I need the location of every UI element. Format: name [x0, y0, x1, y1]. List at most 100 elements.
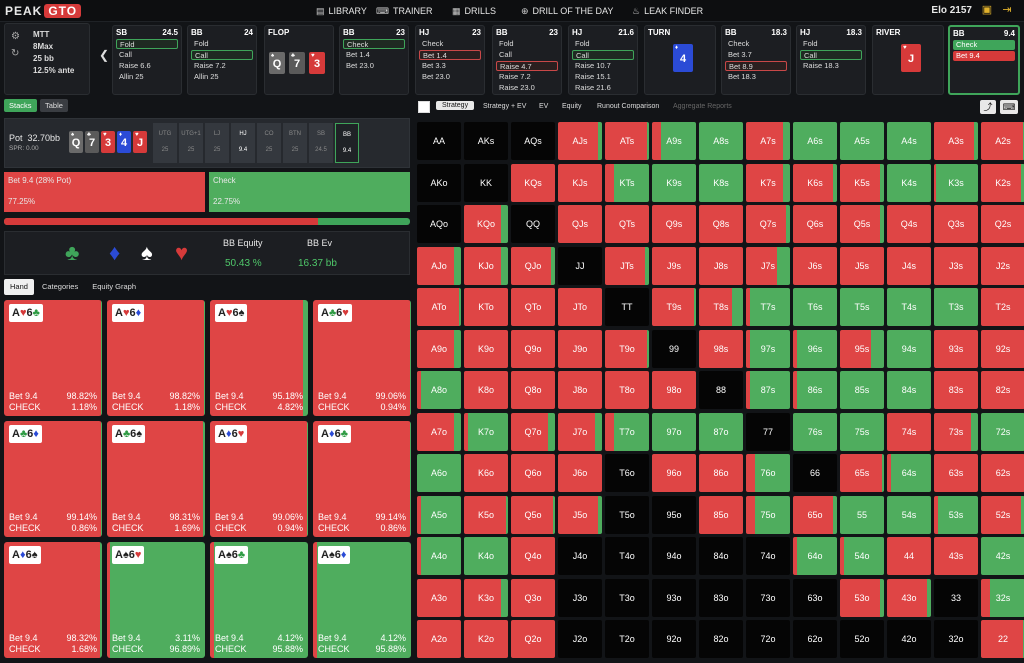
range-cell[interactable]: K2o	[464, 620, 508, 658]
range-cell[interactable]: 76o	[746, 454, 790, 492]
share-icon[interactable]: ⤴	[980, 100, 996, 114]
range-cell[interactable]: T6o	[605, 454, 649, 492]
range-cell[interactable]: J8s	[699, 246, 743, 285]
action-option[interactable]: Raise 4.7	[496, 61, 558, 71]
range-cell[interactable]: 93s	[934, 329, 978, 368]
range-cell[interactable]: J7o	[558, 412, 602, 451]
action-option[interactable]: Check	[343, 39, 405, 49]
range-cell[interactable]: 72s	[981, 412, 1024, 451]
range-cell[interactable]: A9s	[652, 122, 696, 160]
range-cell[interactable]: K3o	[464, 578, 508, 617]
range-cell[interactable]: KQs	[511, 163, 555, 202]
range-cell[interactable]: Q9o	[511, 329, 555, 368]
range-cell[interactable]: Q6s	[793, 205, 837, 243]
range-cell[interactable]: 63o	[793, 578, 837, 617]
range-cell[interactable]: 43s	[934, 537, 978, 575]
range-cell[interactable]: Q6o	[511, 454, 555, 492]
range-cell[interactable]: QJo	[511, 246, 555, 285]
action-option[interactable]: Bet 9.4	[953, 51, 1015, 61]
range-cell[interactable]: T4s	[887, 288, 931, 326]
range-cell[interactable]: QTs	[605, 205, 649, 243]
range-cell[interactable]: TT	[605, 288, 649, 326]
hand-tile[interactable]: A♥6♦ Bet 9.4 98.82% CHECK 1.18%	[107, 300, 205, 416]
range-cell[interactable]: 92s	[981, 329, 1024, 368]
range-cell[interactable]: 62o	[793, 620, 837, 658]
range-cell[interactable]: K4s	[887, 163, 931, 202]
range-cell[interactable]: J8o	[558, 371, 602, 409]
range-cell[interactable]: K3s	[934, 163, 978, 202]
range-cell[interactable]: KJs	[558, 163, 602, 202]
action-option[interactable]: Bet 8.9	[725, 61, 787, 71]
range-cell[interactable]: K6s	[793, 163, 837, 202]
range-tab[interactable]: Strategy + EV	[483, 103, 527, 110]
range-cell[interactable]: A8s	[699, 122, 743, 160]
range-cell[interactable]: 73s	[934, 412, 978, 451]
range-cell[interactable]: K5s	[840, 163, 884, 202]
action-option[interactable]: Bet 23.0	[346, 61, 374, 70]
action-option[interactable]: Call	[572, 50, 634, 60]
range-cell[interactable]: Q3s	[934, 205, 978, 243]
range-cell[interactable]: Q3o	[511, 578, 555, 617]
action-option[interactable]: Fold	[194, 39, 209, 48]
range-cell[interactable]: 85o	[699, 495, 743, 534]
range-cell[interactable]: J3o	[558, 578, 602, 617]
range-cell[interactable]: Q5s	[840, 205, 884, 243]
range-tab[interactable]: Equity	[562, 103, 582, 110]
peakgto-logo[interactable]: PEAK GTO	[5, 2, 82, 19]
range-cell[interactable]: 65o	[793, 495, 837, 534]
hand-tile[interactable]: A♣6♠ Bet 9.4 98.31% CHECK 1.69%	[107, 421, 205, 537]
range-tab[interactable]: EV	[539, 103, 549, 110]
action-option[interactable]: Raise 15.1	[575, 72, 611, 81]
nav-drills[interactable]: ▦ DRILLS	[452, 0, 496, 22]
range-cell[interactable]: QJs	[558, 205, 602, 243]
range-cell[interactable]: JTs	[605, 246, 649, 285]
range-cell[interactable]: 82s	[981, 371, 1024, 409]
range-cell[interactable]: J5o	[558, 495, 602, 534]
range-cell[interactable]: 87o	[699, 412, 743, 451]
range-cell[interactable]: A6o	[417, 454, 461, 492]
range-cell[interactable]: J4s	[887, 246, 931, 285]
range-cell[interactable]: 94s	[887, 329, 931, 368]
range-cell[interactable]: 83s	[934, 371, 978, 409]
club-filter-icon[interactable]: ♣	[65, 240, 80, 265]
gear-icon[interactable]: ⚙	[11, 31, 20, 42]
range-cell[interactable]: K2s	[981, 163, 1024, 202]
range-cell[interactable]: 32s	[981, 578, 1024, 617]
range-cell[interactable]: A2s	[981, 122, 1024, 160]
range-cell[interactable]: 54s	[887, 495, 931, 534]
action-option[interactable]: Check	[422, 39, 444, 48]
range-cell[interactable]: 84s	[887, 371, 931, 409]
hand-tile[interactable]: A♠6♦ Bet 9.4 4.12% CHECK 95.88%	[313, 542, 411, 658]
range-cell[interactable]: T6s	[793, 288, 837, 326]
nav-library[interactable]: ▤ LIBRARY	[316, 0, 367, 22]
range-cell[interactable]: T7s	[746, 288, 790, 326]
range-cell[interactable]: 97o	[652, 412, 696, 451]
range-cell[interactable]: AKs	[464, 122, 508, 160]
hand-tile[interactable]: A♠6♥ Bet 9.4 3.11% CHECK 96.89%	[107, 542, 205, 658]
range-cell[interactable]: Q5o	[511, 495, 555, 534]
range-cell[interactable]: 84o	[699, 537, 743, 575]
range-cell[interactable]: 52s	[981, 495, 1024, 534]
nav-drill-of-the-day[interactable]: ⊕ DRILL OF THE DAY	[521, 0, 613, 22]
range-cell[interactable]: A6s	[793, 122, 837, 160]
range-cell[interactable]: A4s	[887, 122, 931, 160]
range-cell[interactable]: J5s	[840, 246, 884, 285]
range-cell[interactable]: Q8s	[699, 205, 743, 243]
range-cell[interactable]: K7o	[464, 412, 508, 451]
range-cell[interactable]: 53s	[934, 495, 978, 534]
range-cell[interactable]: 96o	[652, 454, 696, 492]
range-cell[interactable]: T9s	[652, 288, 696, 326]
range-cell[interactable]: J7s	[746, 246, 790, 285]
range-cell[interactable]: T9o	[605, 329, 649, 368]
action-option[interactable]: Fold	[116, 39, 178, 49]
range-tab[interactable]: Runout Comparison	[597, 103, 660, 110]
range-cell[interactable]: Q7o	[511, 412, 555, 451]
range-cell[interactable]: ATo	[417, 288, 461, 326]
action-option[interactable]: Check	[953, 40, 1015, 50]
range-cell[interactable]: T5o	[605, 495, 649, 534]
range-cell[interactable]: 42s	[981, 537, 1024, 575]
action-option[interactable]: Call	[191, 50, 253, 60]
action-option[interactable]: Call	[499, 50, 512, 59]
range-cell[interactable]: A3s	[934, 122, 978, 160]
nav-leak-finder[interactable]: ♨ LEAK FINDER	[632, 0, 703, 22]
